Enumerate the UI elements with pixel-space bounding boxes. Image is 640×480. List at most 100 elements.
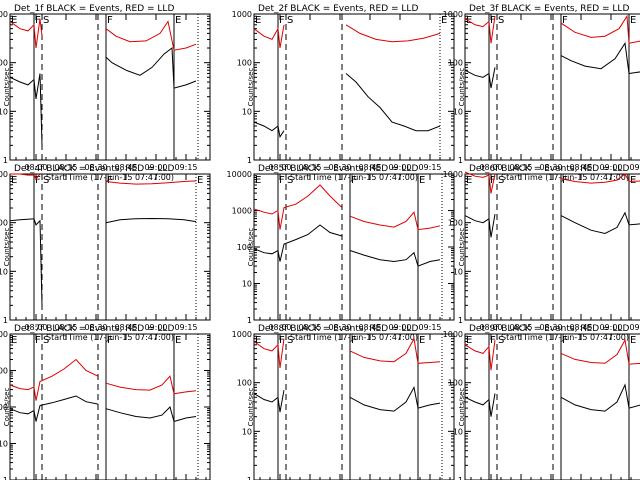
marker-label: E (466, 335, 472, 346)
series-lld-line (254, 25, 440, 48)
y-tick-label: 10 (453, 267, 463, 276)
marker-label: E (175, 15, 181, 26)
series-lld-line (254, 185, 440, 230)
marker-label: S (43, 335, 49, 346)
series-events-line (10, 396, 196, 422)
plot-frame (254, 14, 454, 160)
y-tick-label: 1000 (232, 330, 252, 339)
y-tick-label: 1000 (0, 367, 8, 376)
y-tick-label: 10 (242, 427, 252, 436)
y-tick-label: 100 (448, 379, 463, 388)
y-tick-label: 1000 (443, 10, 463, 19)
marker-label: S (43, 15, 49, 26)
marker-label: F (107, 15, 113, 26)
y-tick-label: 100 (0, 219, 8, 228)
chart-title: Det_6f BLACK = Events, RED = LLD (469, 164, 629, 174)
y-tick-label: 1 (3, 476, 8, 480)
marker-label: F (107, 335, 113, 346)
plot-frame (10, 174, 210, 320)
marker-label: E (466, 175, 472, 186)
y-tick-label: 1 (247, 316, 252, 325)
chart-title: Det_3f BLACK = Events, RED = LLD (469, 4, 629, 14)
y-tick-label: 1000 (0, 170, 8, 179)
y-tick-label: 1 (458, 316, 463, 325)
y-tick-label: 1 (458, 476, 463, 480)
marker-label: S (287, 335, 293, 346)
y-tick-label: 100 (448, 59, 463, 68)
chart-det-5: Det_5f BLACK = Events, RED = LLD 1 10 100 10… (227, 164, 454, 342)
chart-det-1: Det_1f BLACK = Events, RED = LLD 1 10 100 10… (0, 4, 210, 182)
marker-label: S (287, 15, 293, 26)
chart-det-8: Det_8f BLACK = Events, RED = LLD 1 10 100 10… (232, 324, 454, 480)
y-tick-label: 10000 (0, 330, 8, 339)
y-tick-label: 1000 (232, 207, 252, 216)
chart-title: Det_5f BLACK = Events, RED = LLD (258, 164, 418, 174)
y-tick-label: 1 (3, 156, 8, 165)
marker-label: E (197, 175, 203, 186)
y-tick-label: 100 (237, 59, 252, 68)
series-events-line (254, 74, 440, 137)
marker-label: F (279, 175, 285, 186)
chart-title: Det_8f BLACK = Events, RED = LLD (258, 324, 418, 334)
series-events-line (254, 387, 440, 412)
chart-det-4: Det_4f BLACK = Events, RED = LLD11010010… (0, 164, 210, 342)
marker-label: F (35, 335, 41, 346)
y-tick-label: 1 (247, 476, 252, 480)
marker-label: E (11, 335, 17, 346)
marker-label: S (287, 175, 293, 186)
y-tick-label: 1 (3, 316, 8, 325)
marker-label: F (351, 335, 357, 346)
y-tick-label: 10 (453, 427, 463, 436)
chart-det-3: Det_3f BLACK = Events, RED = LLD11010010… (443, 4, 640, 182)
series-lld-line (10, 360, 196, 401)
y-tick-label: 1000 (232, 10, 252, 19)
x-tick-label: 09:15 (174, 163, 197, 172)
x-tick-label: 09:15 (629, 163, 640, 172)
y-tick-label: 100 (237, 379, 252, 388)
y-tick-label: 10 (0, 107, 8, 116)
marker-label: S (498, 175, 504, 186)
y-tick-label: 10 (0, 440, 8, 449)
y-tick-label: 100 (0, 59, 8, 68)
y-tick-label: 10 (0, 267, 8, 276)
chart-det-7: Det_7f BLACK = Events, RED = LLD 1 10 100 10… (0, 324, 210, 480)
chart-title: Det_9f BLACK = Events, RED = LLD (469, 324, 629, 334)
marker-label: F (279, 15, 285, 26)
x-tick-label: 09:15 (629, 323, 640, 332)
marker-label: E (175, 335, 181, 346)
series-events-line (10, 48, 196, 145)
series-events-line (10, 219, 196, 306)
x-tick-label: 09:15 (418, 323, 441, 332)
marker-label: F (107, 175, 113, 186)
y-tick-label: 1 (458, 156, 463, 165)
detector-plot-grid: Det_1f BLACK = Events, RED = LLD11010010… (0, 0, 640, 480)
chart-det-6: Det_6f BLACK = Events, RED = LLD 1 10 100 10… (443, 164, 640, 342)
y-tick-label: 1 (247, 156, 252, 165)
marker-label: S (43, 175, 49, 186)
chart-det-9: Det_9f BLACK = Events, RED = LLD 1 10 100 10… (443, 324, 640, 480)
y-tick-label: 10 (242, 107, 252, 116)
x-tick-label: 09:15 (174, 323, 197, 332)
y-tick-label: 100 (448, 219, 463, 228)
marker-label: E (630, 335, 636, 346)
plot-frame (254, 174, 454, 320)
y-tick-label: 10 (242, 280, 252, 289)
marker-label: E (255, 15, 261, 26)
chart-title: Det_1f BLACK = Events, RED = LLD (14, 4, 174, 14)
marker-label: E (630, 175, 636, 186)
marker-label: S (498, 335, 504, 346)
marker-label: E (255, 175, 261, 186)
marker-label: F (562, 335, 568, 346)
chart-det-2: Det_2f BLACK = Events, RED = LLD11010010… (232, 4, 454, 182)
y-tick-label: 1000 (443, 170, 463, 179)
x-tick-label: 09:15 (418, 163, 441, 172)
y-tick-label: 1000 (443, 330, 463, 339)
marker-label: E (466, 15, 472, 26)
series-events-line (254, 225, 440, 266)
marker-label: E (11, 175, 17, 186)
y-tick-label: 10000 (227, 170, 252, 179)
marker-label: F (351, 175, 357, 186)
marker-label: E (419, 335, 425, 346)
chart-title: Det_7f BLACK = Events, RED = LLD (14, 324, 174, 334)
marker-label: S (498, 15, 504, 26)
